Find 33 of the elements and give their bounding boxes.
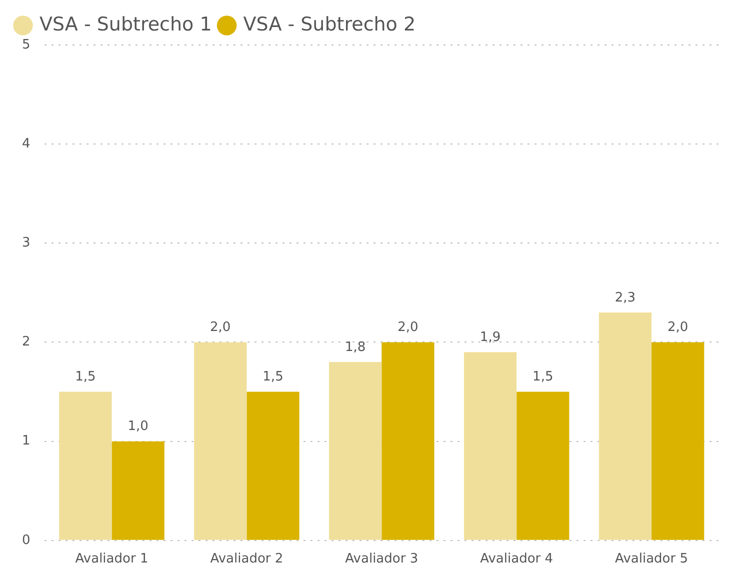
data-label: 2,0 [668,320,688,336]
data-label: 2,3 [614,290,636,306]
bar [652,342,704,540]
bar [112,441,164,540]
x-tick-label: Avaliador 2 [210,552,284,567]
data-label: 1,5 [75,370,96,385]
bar [464,352,517,540]
x-tick-label: Avaliador 3 [345,552,418,567]
x-tick-label: Avaliador 5 [615,552,688,567]
y-tick-label: 0 [22,532,30,548]
bar [382,342,434,540]
data-label: 1,5 [262,370,284,385]
legend-label: VSA - Subtrecho 2 [243,13,416,36]
data-label: 2,0 [398,320,418,336]
y-tick-label: 4 [22,136,30,152]
bar [194,342,247,540]
data-label: 1,5 [532,370,554,385]
y-tick-label: 3 [22,236,30,251]
y-tick-label: 2 [22,334,30,350]
x-tick-label: Avaliador 4 [480,552,554,567]
bar [59,392,112,540]
y-tick-label: 5 [22,37,30,52]
bar [516,392,570,540]
legend-label: VSA - Subtrecho 1 [40,13,212,36]
y-tick-label: 1 [22,434,30,449]
bar [246,392,300,540]
data-label: 2,0 [210,320,231,336]
bar [329,362,382,540]
bar [598,312,652,540]
data-label: 1,9 [480,330,501,346]
data-label: 1,8 [344,340,366,355]
x-tick-label: Avaliador 1 [75,552,148,567]
data-label: 1,0 [128,419,148,434]
